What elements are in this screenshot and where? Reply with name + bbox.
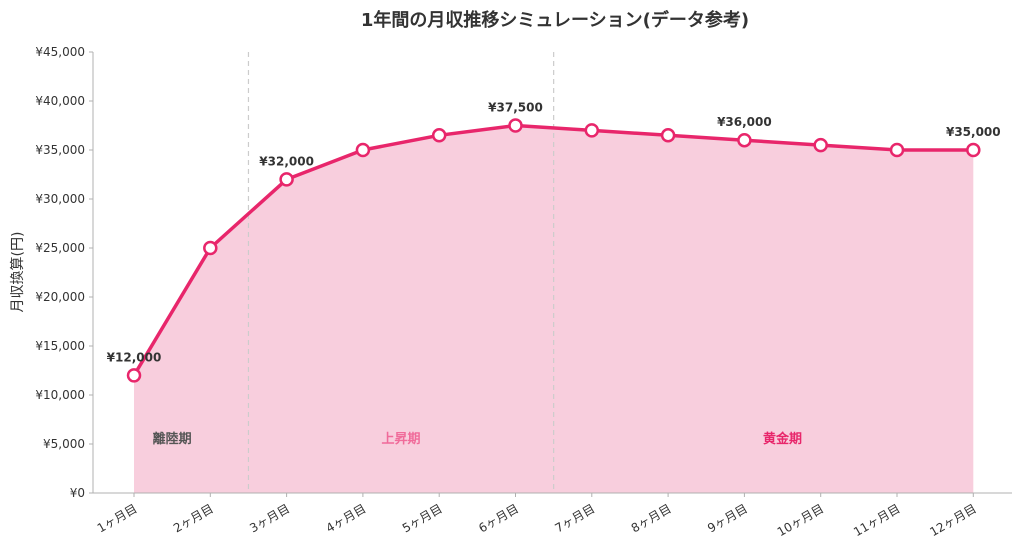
y-tick-label: ¥40,000: [35, 94, 85, 108]
phase-label: 上昇期: [382, 432, 421, 447]
data-point: [203, 240, 218, 256]
y-tick-label: ¥5,000: [43, 437, 85, 451]
x-tick-label: 12ヶ月目: [927, 501, 978, 539]
x-tick-label: 2ヶ月目: [171, 501, 216, 535]
data-point: [737, 132, 752, 148]
x-tick-label: 4ヶ月目: [324, 501, 369, 535]
area-fill: [134, 125, 974, 493]
x-tick-label: 7ヶ月目: [553, 501, 598, 535]
data-point: [431, 128, 447, 143]
y-tick-label: ¥45,000: [35, 45, 85, 59]
x-tick-label: 1ヶ月目: [95, 501, 140, 535]
y-tick-label: ¥10,000: [35, 388, 85, 402]
data-point: [355, 142, 371, 158]
x-tick-label: 5ヶ月目: [400, 501, 445, 535]
data-point: [126, 368, 142, 383]
data-point: [813, 137, 828, 153]
x-tick-label: 10ヶ月目: [775, 501, 826, 539]
y-axis-label: 月収換算(円): [10, 232, 26, 313]
x-tick-label: 6ヶ月目: [476, 501, 521, 535]
data-label: ¥12,000: [107, 350, 162, 364]
data-label: ¥32,000: [259, 154, 314, 168]
phase-label: 黄金期: [763, 431, 802, 447]
data-point: [660, 128, 676, 143]
y-tick-label: ¥30,000: [35, 192, 85, 206]
x-tick-label: 3ヶ月目: [247, 501, 292, 535]
y-tick-label: ¥20,000: [35, 290, 85, 304]
y-tick-label: ¥35,000: [35, 143, 85, 157]
data-point: [279, 172, 294, 187]
chart-title: 1年間の月収推移シミュレーション(データ参考): [361, 9, 749, 31]
data-label: ¥36,000: [717, 115, 772, 129]
y-tick-label: ¥0: [70, 486, 85, 500]
data-point: [966, 142, 981, 158]
x-tick-label: 11ヶ月目: [851, 501, 902, 539]
data-label: ¥37,500: [488, 101, 543, 115]
data-point: [889, 142, 905, 158]
phase-label: 離陸期: [153, 431, 192, 447]
x-tick-label: 9ヶ月目: [705, 501, 750, 535]
series-line: [132, 123, 976, 378]
data-point: [508, 118, 523, 133]
y-tick-label: ¥15,000: [35, 339, 85, 353]
x-tick-label: 8ヶ月目: [629, 501, 674, 535]
data-label: ¥35,000: [946, 125, 1001, 139]
y-tick-label: ¥25,000: [35, 241, 85, 255]
data-point: [584, 123, 600, 138]
